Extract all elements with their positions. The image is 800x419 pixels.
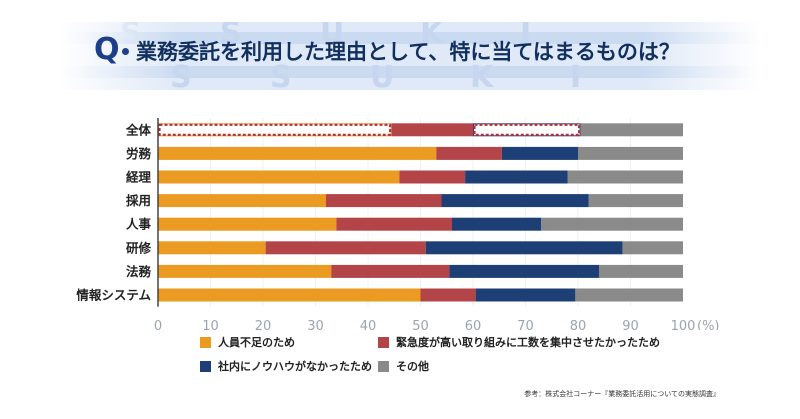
x-tick-label: 20 (255, 319, 272, 330)
legend-label: 緊急度が高い取り組みに工数を集中させたかったため (396, 336, 660, 349)
x-tick-label: 70 (517, 319, 534, 330)
banner-stripe (60, 66, 762, 78)
highlight-fill (159, 124, 391, 136)
category-label: 情報システム (76, 288, 151, 303)
bar-segment (580, 123, 683, 137)
x-tick-label: 80 (570, 319, 587, 330)
bar-segment (158, 264, 332, 278)
legend-swatch (200, 360, 211, 372)
category-label: 研修 (126, 240, 152, 255)
legend-item-focus-urgent: 緊急度が高い取り組みに工数を集中させたかったため (378, 334, 660, 350)
category-label: 採用 (126, 193, 151, 208)
category-label: 経理 (126, 170, 152, 185)
banner-watermark-letter: S (270, 60, 292, 90)
bar-segment (599, 264, 683, 278)
source-note: 参考：株式会社コーナー『業務委託活用についての実態調査』 (524, 390, 720, 398)
legend-swatch (200, 336, 211, 348)
bar-segment (391, 123, 473, 137)
bar-segment (465, 170, 568, 184)
legend-item-staff-shortage: 人員不足のため (200, 334, 295, 350)
legend-item-other: その他 (378, 358, 429, 374)
question-banner: S S U K I S S U K I (60, 22, 762, 90)
bar-segment (501, 146, 578, 160)
bar-segment (436, 146, 502, 160)
question-title: 業務委託を利用した理由として、特に当てはまるものは？ (136, 40, 680, 64)
x-tick-label: 30 (307, 319, 324, 330)
legend-swatch (378, 336, 389, 348)
banner-watermark-letter: S (220, 22, 242, 51)
highlight-outline (473, 123, 581, 136)
banner-watermark-letter: I (520, 22, 532, 51)
bar-segment (578, 146, 683, 160)
category-label: 法務 (126, 264, 152, 279)
bar-segment (425, 241, 623, 255)
x-tick-label: 10 (202, 319, 219, 330)
banner-watermark-letter: I (570, 60, 582, 90)
x-tick-label: 100 (671, 319, 696, 330)
highlight-fill (474, 124, 580, 136)
bar-segment (420, 288, 476, 302)
category-label: 労務 (126, 146, 152, 161)
banner-watermark-letter: U (370, 60, 395, 90)
bar-segment (575, 288, 683, 302)
bar-segment (336, 217, 452, 231)
question-q-mark: Q (94, 32, 120, 67)
question-q-dot (122, 48, 129, 55)
bar-segment (452, 217, 542, 231)
bar-segment (158, 170, 400, 184)
bar-segment (399, 170, 466, 184)
bar-segment (326, 194, 442, 208)
x-tick-label: 50 (412, 319, 429, 330)
legend-item-no-knowhow: 社内にノウハウがなかったため (200, 358, 372, 374)
chart-legend: 人員不足のため 緊急度が高い取り組みに工数を集中させたかったため 社内にノウハウ… (200, 334, 670, 374)
banner-fade-left (60, 22, 180, 90)
bar-segment (441, 194, 589, 208)
x-tick-label: 60 (465, 319, 482, 330)
bar-segment (622, 241, 683, 255)
bar-segment (158, 217, 337, 231)
bar-segment (158, 241, 266, 255)
bar-segment (541, 217, 683, 231)
banner-watermark-letter: U (320, 22, 345, 51)
x-tick-label: 90 (622, 319, 639, 330)
x-tick-label: 0 (154, 319, 162, 330)
bar-segment (331, 264, 450, 278)
banner-watermark-letter: K (420, 22, 444, 51)
x-tick-label: 40 (360, 319, 377, 330)
highlight-outline (158, 123, 392, 136)
legend-swatch (378, 360, 389, 372)
bar-segment (475, 288, 576, 302)
banner-stripe (60, 32, 762, 44)
x-unit-label: (%) (697, 319, 720, 330)
bar-segment (567, 170, 683, 184)
legend-label: その他 (396, 360, 429, 373)
bar-segment (158, 194, 326, 208)
legend-label: 人員不足のため (218, 336, 295, 349)
banner-fade-right (642, 22, 762, 90)
bar-segment (158, 288, 421, 302)
bar-segment (265, 241, 426, 255)
bar-segment (588, 194, 683, 208)
legend-label: 社内にノウハウがなかったため (218, 360, 372, 373)
category-label: 全体 (125, 122, 152, 137)
bar-segment (449, 264, 599, 278)
banner-watermark-letter: K (470, 60, 494, 90)
category-label: 人事 (126, 217, 152, 232)
bar-segment (158, 146, 437, 160)
